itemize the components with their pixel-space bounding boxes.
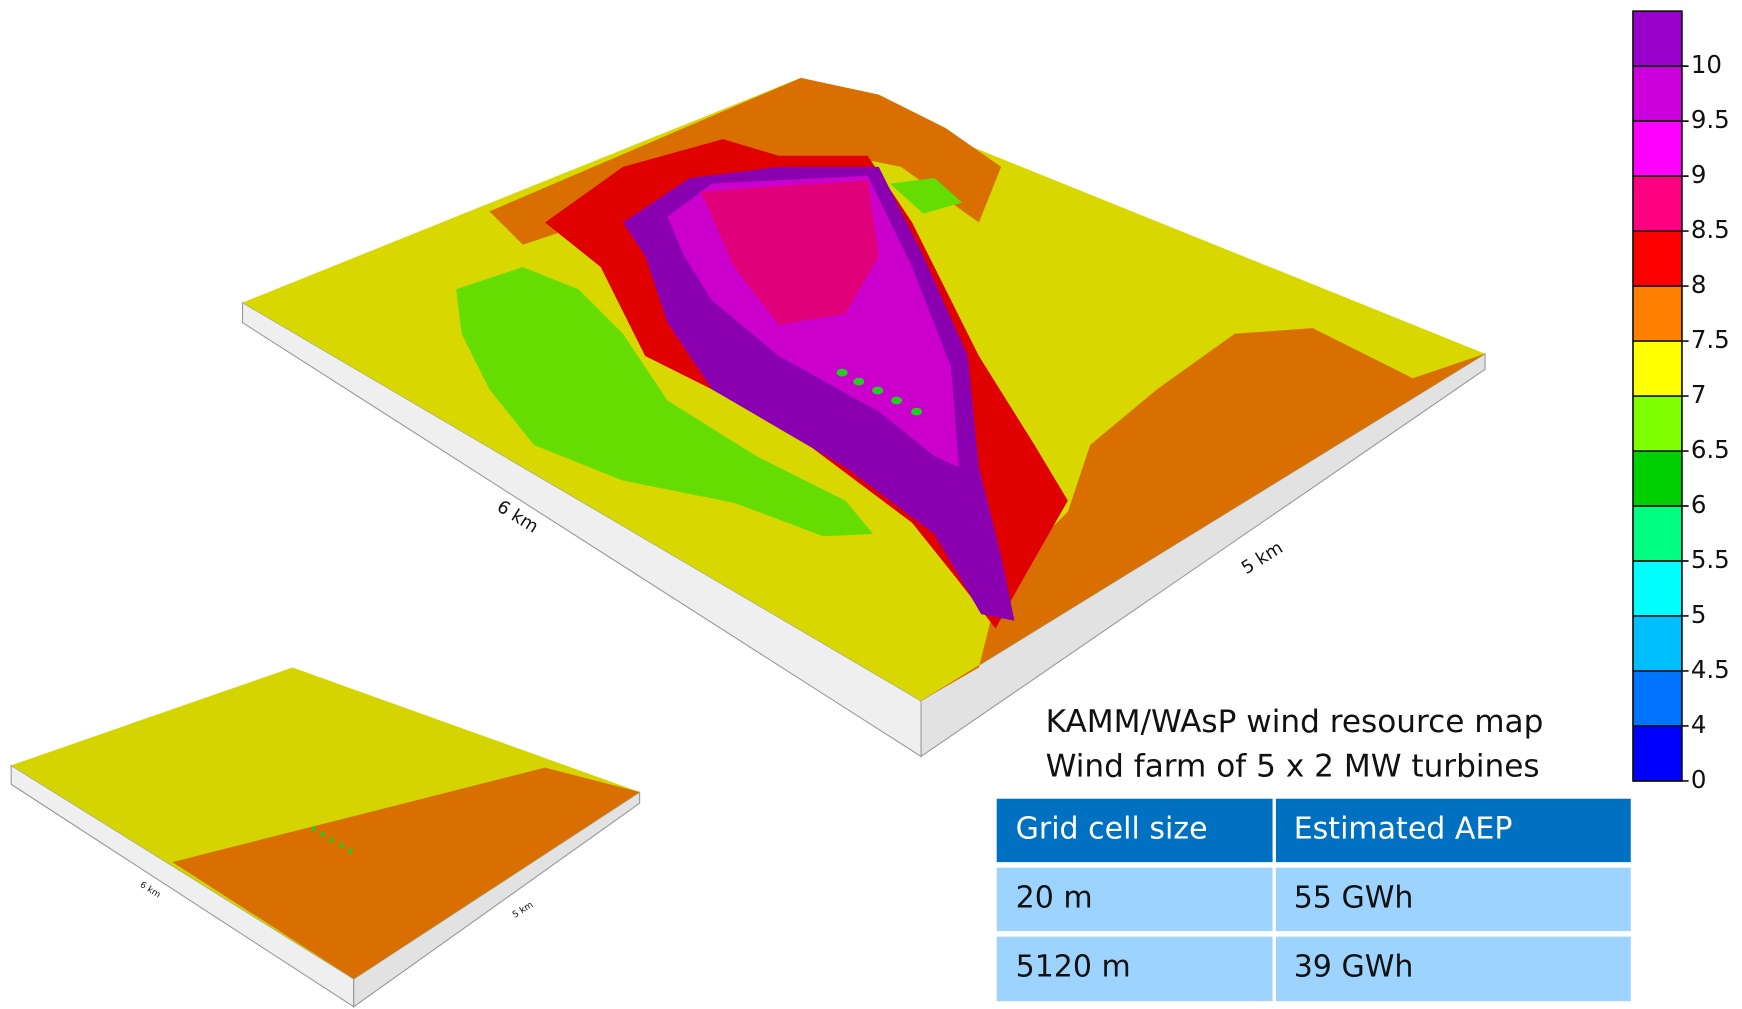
green-zone [456,267,874,537]
colorbar-frame [1632,10,1683,782]
map-top [11,667,640,979]
colorbar-segment [1632,615,1682,671]
colorbar-segment [1632,176,1682,232]
turbines [311,826,353,854]
orange-zone [921,328,1486,701]
green-zone [889,178,963,214]
colorbar-segment [1632,11,1682,67]
colorbar-label: 4 [1691,710,1707,739]
pink-zone [700,180,879,325]
colorbar-label: 10 [1691,50,1722,79]
caption: KAMM/WAsP wind resource map [1046,704,1544,740]
colorbar-label: 6.5 [1691,435,1730,464]
colorbar-segment [1632,725,1682,781]
axis-label: 5 km [511,900,535,920]
header-text: Grid cell size [1016,811,1208,846]
cell-text: 39 GWh [1294,949,1414,984]
colorbar-label: 7 [1691,380,1707,409]
colorbar-segment [1632,286,1682,342]
table-cell [996,936,1273,1002]
colorbar-label: 0 [1691,765,1707,794]
cell-text: 55 GWh [1294,880,1414,915]
header-text: Estimated AEP [1294,811,1513,846]
inset-map: 6 km 5 km [10,667,641,1008]
header-cell [996,798,1273,863]
colorbar-label: 5 [1691,600,1707,629]
colorbar-segment [1632,506,1682,561]
axis-label: 6 km [138,880,162,900]
header-cell [1275,798,1631,863]
colorbar-segment [1632,231,1682,287]
orange-zone [172,767,640,979]
colorbar-label: 8 [1691,270,1707,299]
colorbar-segment [1632,670,1682,726]
colorbar-label: 4.5 [1691,655,1730,684]
colorbar: 0 4 4.5 5 5.5 6 6.5 7 7.5 8 8.5 9 9.5 10 [1632,10,1730,794]
table-cell [1275,867,1631,932]
colorbar-segment [1632,451,1682,507]
cell-text: 20 m [1016,880,1093,915]
colorbar-segment [1632,396,1682,452]
colorbar-segment [1632,341,1682,397]
colorbar-segment [1632,66,1682,122]
colorbar-label: 7.5 [1691,325,1730,354]
caption: Wind farm of 5 x 2 MW turbines [1046,749,1540,785]
colorbar-label: 5.5 [1691,545,1730,574]
colorbar-label: 8.5 [1691,215,1730,244]
colorbar-label: 9.5 [1691,105,1730,134]
turbines [836,368,923,416]
main-map: 6 km 5 km [241,77,1486,758]
cell-text: 5120 m [1016,949,1131,984]
results-table: Grid cell size Estimated AEP 20 m 55 GWh… [996,798,1631,1002]
colorbar-label: 6 [1691,490,1707,519]
table-cell [1275,936,1631,1002]
colorbar-segment [1632,121,1682,177]
colorbar-label: 9 [1691,160,1707,189]
table-cell [996,867,1273,932]
axis-label: 5 km [1238,537,1287,578]
colorbar-segment [1632,560,1682,616]
map-side [353,791,641,1008]
